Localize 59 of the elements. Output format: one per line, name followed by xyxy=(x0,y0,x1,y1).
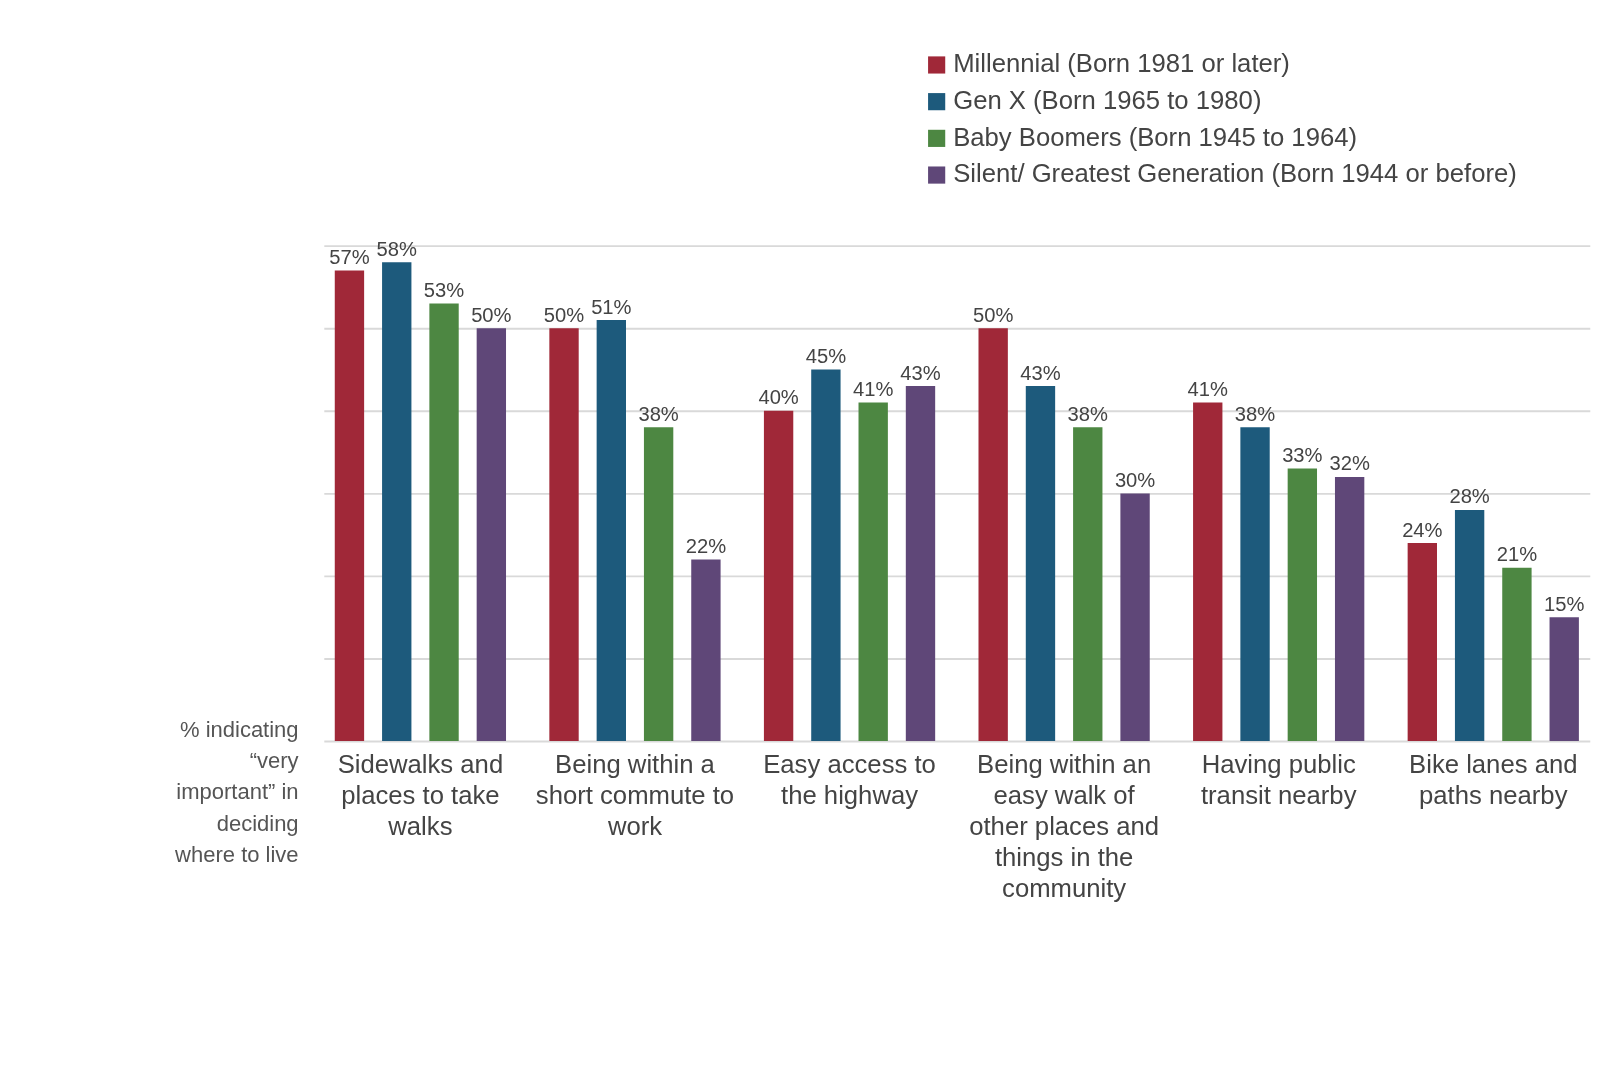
data-label: 57% xyxy=(329,246,370,269)
x-tick-label: Being within an easy walk of other places and things in the community xyxy=(969,749,1160,903)
data-label: 50% xyxy=(471,303,512,326)
bar xyxy=(1193,402,1223,742)
bar xyxy=(858,402,888,742)
data-label: 40% xyxy=(758,386,799,409)
data-label: 28% xyxy=(1449,485,1490,508)
bar xyxy=(763,410,794,742)
data-label: 21% xyxy=(1496,543,1538,566)
data-label: 41% xyxy=(1187,378,1228,401)
bar xyxy=(811,369,841,742)
data-label: 41% xyxy=(853,378,894,401)
x-tick-label: Having public transit nearby xyxy=(1200,749,1357,809)
data-label: 24% xyxy=(1402,518,1443,541)
bar xyxy=(1454,509,1485,742)
bar xyxy=(1502,567,1532,742)
bar xyxy=(978,328,1008,742)
data-label: 33% xyxy=(1282,444,1323,467)
data-label: 15% xyxy=(1544,592,1585,615)
x-tick-label: Bike lanes and paths nearby xyxy=(1409,749,1578,809)
bar xyxy=(429,303,459,742)
data-label: 38% xyxy=(1067,402,1109,425)
x-tick-label: Sidewalks and places to take walks xyxy=(337,749,504,841)
data-label: 58% xyxy=(376,237,417,260)
data-label: 50% xyxy=(972,303,1014,326)
bar xyxy=(1073,427,1103,742)
bar xyxy=(1287,468,1318,742)
bar xyxy=(334,270,365,742)
data-label: 38% xyxy=(1234,402,1276,425)
bar xyxy=(382,262,412,742)
data-label: 45% xyxy=(805,345,847,368)
legend-label: Baby Boomers (Born 1945 to 1964) xyxy=(953,122,1358,151)
data-label: 22% xyxy=(685,535,727,558)
y-axis-title: % indicating “very important” in deciding where to live xyxy=(174,716,299,867)
legend-label: Gen X (Born 1965 to 1980) xyxy=(953,86,1262,115)
data-label: 32% xyxy=(1329,452,1370,475)
bar xyxy=(1407,542,1437,742)
bar xyxy=(905,386,936,742)
data-label: 53% xyxy=(423,279,465,302)
bar xyxy=(1549,617,1579,742)
legend-label: Silent/ Greatest Generation (Born 1944 or before) xyxy=(953,159,1517,188)
data-label: 38% xyxy=(638,402,679,425)
bar xyxy=(596,320,626,742)
bar xyxy=(1240,427,1270,742)
data-label: 50% xyxy=(543,303,585,326)
x-tick-label: Easy access to the highway xyxy=(763,749,936,809)
legend-label: Millennial (Born 1981 or later) xyxy=(953,49,1290,78)
data-label: 43% xyxy=(1020,361,1061,384)
bar xyxy=(1120,493,1150,742)
data-label: 51% xyxy=(591,295,632,318)
data-label: 30% xyxy=(1114,468,1156,491)
bar xyxy=(1025,386,1056,742)
bar xyxy=(1334,476,1365,742)
bar xyxy=(643,427,674,742)
bar xyxy=(476,328,507,742)
x-tick-label: Being within a short commute to work xyxy=(535,749,735,841)
bar xyxy=(549,328,579,742)
data-label: 43% xyxy=(900,361,941,384)
bar xyxy=(691,559,721,742)
